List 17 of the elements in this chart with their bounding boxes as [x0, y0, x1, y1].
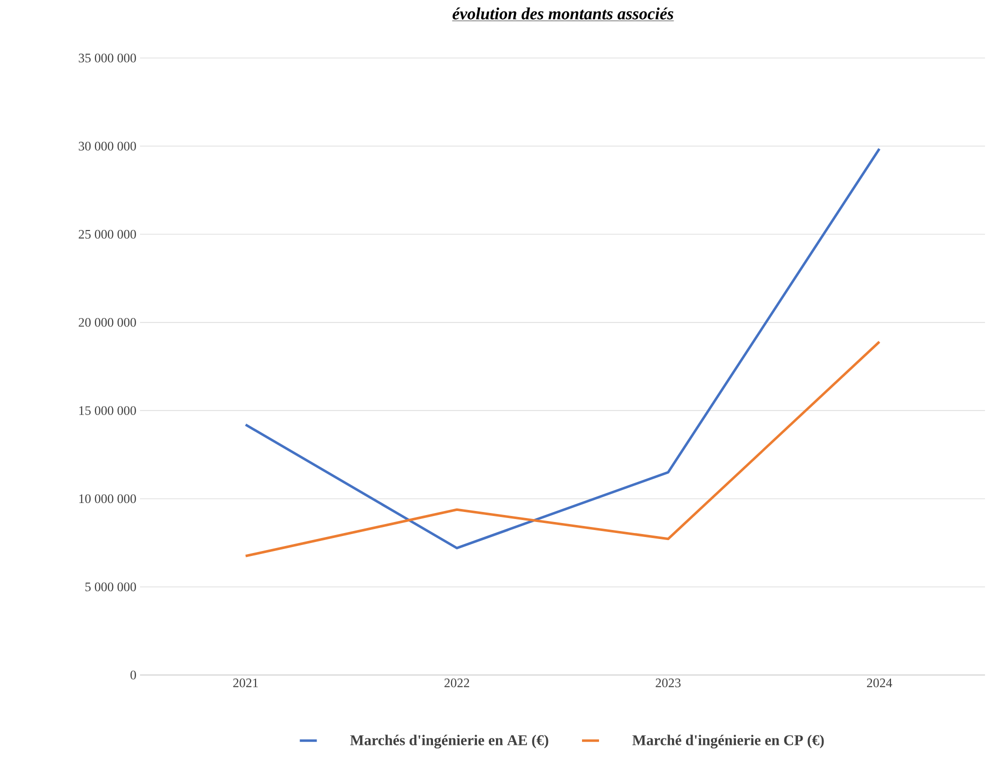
y-tick-label: 25 000 000	[78, 230, 136, 239]
legend-label: Marché d'ingénierie en CP (€)	[632, 734, 824, 748]
y-tick-label: 10 000 000	[79, 494, 136, 504]
x-tick-label: 2022	[444, 678, 470, 688]
x-tick-label: 2023	[656, 678, 681, 688]
line-series	[244, 148, 881, 550]
y-tick-label: 15 000 000	[79, 406, 136, 415]
y-tick-label: 0	[130, 670, 136, 680]
line-series	[244, 340, 881, 558]
y-tick-label: 30 000 000	[78, 142, 136, 151]
x-tick-label: 2021	[233, 678, 258, 688]
legend-label: Marchés d'ingénierie en AE (€)	[350, 734, 548, 748]
chart-title: évolution des montants associés	[452, 8, 674, 20]
x-tick-label: 2024	[866, 678, 892, 688]
y-tick-label: 35 000 000	[78, 54, 136, 62]
y-tick-label: 20 000 000	[78, 318, 136, 327]
y-tick-label: 5 000 000	[85, 582, 136, 592]
